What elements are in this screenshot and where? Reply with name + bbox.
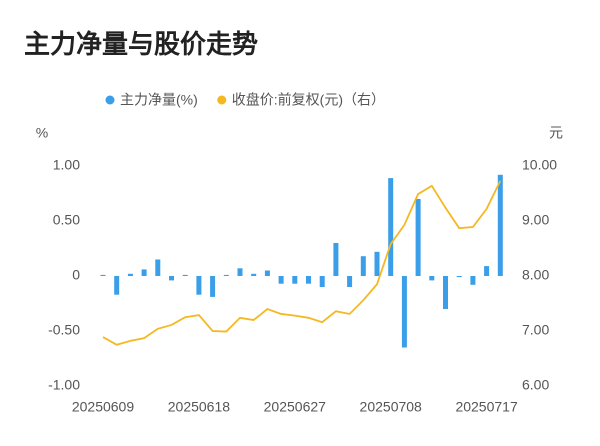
bar — [319, 276, 325, 287]
bar — [333, 243, 339, 276]
bar — [306, 276, 311, 284]
bar — [456, 276, 462, 278]
bar — [100, 274, 106, 276]
y2-tick-label: 9.00 — [522, 212, 549, 228]
bar — [497, 174, 503, 276]
bar — [415, 199, 421, 276]
x-tick-label: 20250717 — [455, 399, 518, 415]
bar — [127, 273, 133, 276]
y-axis-label: % — [36, 125, 48, 141]
y-tick-label: 0.50 — [53, 212, 80, 228]
y-tick-label: -0.50 — [48, 322, 80, 338]
y-tick-label: 1.00 — [53, 157, 80, 173]
bar — [182, 274, 188, 276]
bar — [114, 276, 120, 295]
legend-marker — [217, 95, 227, 105]
y2-tick-label: 10.00 — [522, 157, 557, 173]
y2-tick-label: 7.00 — [522, 322, 549, 338]
bar — [443, 276, 448, 309]
bar — [155, 259, 161, 276]
bar — [141, 269, 147, 276]
bar — [429, 276, 435, 281]
y2-tick-label: 6.00 — [522, 377, 549, 393]
bar — [251, 273, 257, 276]
bar — [292, 276, 298, 284]
y-tick-label: 0 — [72, 267, 80, 283]
y2-tick-label: 8.00 — [522, 267, 549, 283]
bar — [347, 276, 353, 287]
bar — [401, 276, 407, 348]
bar — [360, 256, 366, 276]
bar — [210, 276, 216, 297]
x-tick-label: 20250609 — [72, 399, 135, 415]
y2-axis-label: 元 — [549, 125, 563, 141]
bar — [223, 274, 229, 276]
bar — [169, 276, 174, 281]
bar — [374, 251, 380, 276]
chart-title: 主力净量与股价走势 — [24, 29, 258, 59]
x-tick-label: 20250708 — [360, 399, 423, 415]
bar — [264, 270, 270, 276]
legend-marker — [105, 95, 115, 105]
bar — [470, 276, 476, 285]
bar — [388, 178, 394, 276]
bar — [484, 266, 490, 276]
bar — [278, 276, 284, 284]
x-tick-label: 20250618 — [168, 399, 231, 415]
line — [102, 180, 502, 346]
bar — [196, 276, 202, 295]
bar — [237, 268, 243, 276]
x-tick-label: 20250627 — [264, 399, 327, 415]
legend-label: 主力净量(%) — [120, 92, 198, 108]
legend-label: 收盘价:前复权(元)（右） — [232, 92, 385, 108]
y-tick-label: -1.00 — [48, 377, 80, 393]
